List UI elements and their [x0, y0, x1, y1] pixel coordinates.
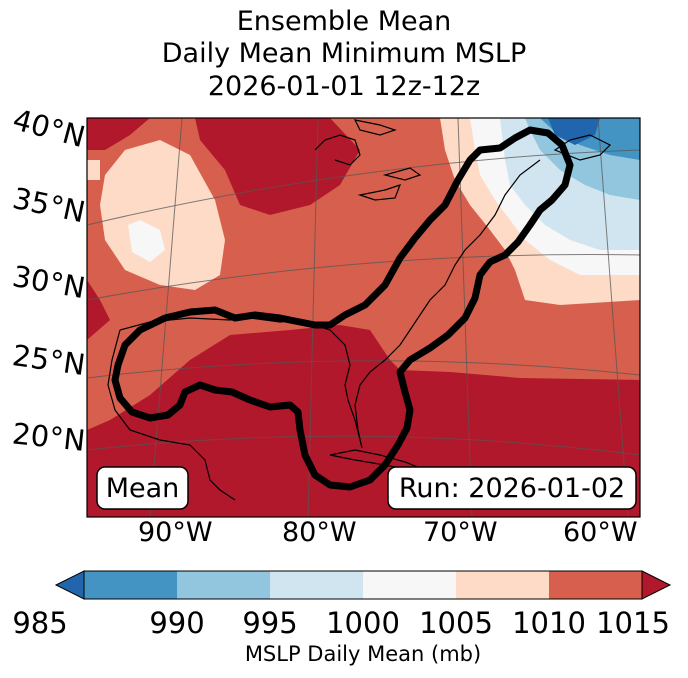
- title-line-2: Daily Mean Minimum MSLP: [161, 38, 527, 69]
- colorbar-tick-990: 990: [149, 606, 204, 640]
- parallel-30n: [87, 254, 640, 301]
- meridian-80w: [307, 118, 319, 517]
- colorbar-tick-995: 995: [242, 606, 297, 640]
- colorbar-bin-990-995: [177, 571, 270, 599]
- colorbar-tick-1000: 1000: [326, 606, 400, 640]
- mean-contour: [111, 126, 574, 491]
- colorbar-bin-985-990: [84, 571, 177, 599]
- lat-label-35n: 35°N: [10, 181, 89, 229]
- colorbar: 985 990 995 1000 1005 1010 1015 MSLP Dai…: [12, 570, 672, 666]
- colorbar-bin-995-1000: [270, 571, 363, 599]
- lat-label-30n: 30°N: [10, 259, 88, 305]
- mslp-region-above-1015-nw: [87, 118, 150, 150]
- mslp-region-1005-1010-west: [100, 140, 225, 290]
- lat-labels: 40°N 35°N 30°N 25°N 20°N: [9, 102, 88, 457]
- mslp-region-1005-1010-small: [87, 160, 100, 180]
- maritimes: [553, 134, 612, 161]
- colorbar-extend-low: [54, 570, 85, 600]
- lat-label-25n: 25°N: [10, 338, 87, 382]
- title-line-1: Ensemble Mean: [236, 6, 452, 37]
- lon-labels: 90°W 80°W 70°W 60°W: [138, 517, 638, 548]
- colorbar-tick-1015: 1015: [596, 606, 670, 640]
- mexico-coast: [107, 329, 236, 501]
- meridian-60w: [597, 118, 629, 517]
- parallel-40n: [87, 118, 640, 119]
- lon-label-80w: 80°W: [282, 517, 357, 548]
- colorbar-bin-1000-1005: [363, 571, 456, 599]
- colorbar-tick-1005: 1005: [419, 606, 493, 640]
- lat-label-20n: 20°N: [11, 416, 87, 457]
- title-line-3: 2026-01-01 12z-12z: [207, 71, 481, 102]
- lon-label-70w: 70°W: [423, 517, 498, 548]
- mslp-region-1000-1005-west: [128, 220, 165, 262]
- colorbar-bin-1010-1015: [549, 571, 642, 599]
- lat-label-40n: 40°N: [9, 102, 88, 154]
- mslp-region-above-1015-north: [195, 118, 360, 215]
- run-label: Run: 2026-01-02: [399, 473, 625, 504]
- lon-label-90w: 90°W: [138, 517, 213, 548]
- lon-label-60w: 60°W: [563, 517, 638, 548]
- mslp-region-above-1015-west: [87, 280, 110, 340]
- great-lakes: [314, 119, 422, 201]
- colorbar-tick-1010: 1010: [512, 606, 586, 640]
- colorbar-label: MSLP Daily Mean (mb): [245, 642, 481, 666]
- parallel-25n: [87, 360, 640, 379]
- mean-label: Mean: [106, 473, 180, 504]
- colorbar-bin-1005-1010: [456, 571, 549, 599]
- colorbar-extend-high: [641, 570, 672, 600]
- parallel-20n: [87, 435, 640, 456]
- run-label-box: Run: 2026-01-02: [387, 466, 637, 510]
- mslp-region-below-985: [548, 118, 600, 145]
- colorbar-tick-985: 985: [12, 606, 67, 640]
- mean-label-box: Mean: [96, 466, 189, 510]
- map-frame: [86, 117, 641, 518]
